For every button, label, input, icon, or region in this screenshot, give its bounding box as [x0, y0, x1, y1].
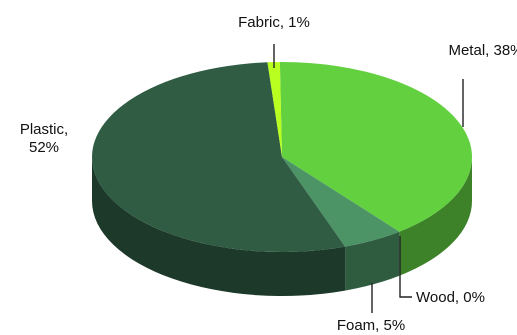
slice-metal [279, 62, 473, 232]
label-plastic: Plastic, 52% [20, 121, 68, 156]
leader-wood [399, 236, 412, 298]
label-foam: Foam, 5% [337, 317, 405, 334]
slice-side-foam [345, 231, 400, 291]
pie-top-group [91, 62, 473, 253]
pie-side-group [92, 157, 472, 296]
label-wood: Wood, 0% [416, 289, 485, 306]
slice-foam [282, 157, 400, 247]
slice-fabric [267, 62, 282, 157]
label-fabric: Fabric, 1% [238, 14, 310, 31]
label-group: Metal, 38% Wood, 0% Foam, 5% Plastic, 52% Fab… [20, 14, 517, 334]
label-metal: Metal, 38% [448, 42, 517, 59]
slice-side-plastic [92, 157, 346, 296]
slice-side-metal [399, 157, 472, 276]
slice-plastic [91, 62, 346, 253]
